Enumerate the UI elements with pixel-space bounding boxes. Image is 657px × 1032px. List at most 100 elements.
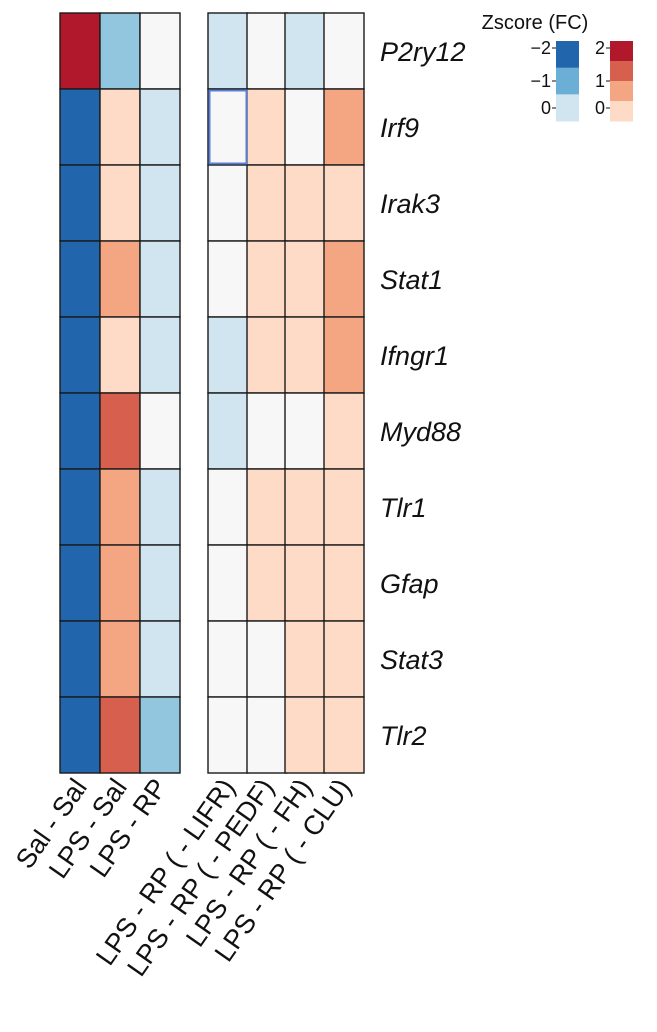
heatmap-cell	[99, 316, 141, 394]
heatmap-cell	[59, 240, 101, 318]
heatmap-cell	[139, 468, 181, 546]
heatmap-cell	[284, 544, 326, 622]
heatmap-cell	[246, 392, 288, 470]
legend-swatch	[610, 101, 633, 122]
heatmap-cell	[207, 544, 249, 622]
heatmap-cell	[139, 88, 181, 166]
heatmap-cell	[246, 696, 288, 774]
row-label: Tlr2	[380, 721, 427, 751]
legend-tick-label: −2	[530, 38, 551, 58]
heatmap-cell	[99, 468, 141, 546]
row-label: Stat3	[380, 645, 443, 675]
legend-swatch	[556, 41, 579, 69]
heatmap-cell	[284, 468, 326, 546]
legend-tick-label: 0	[541, 98, 551, 118]
heatmap-cell	[323, 620, 365, 698]
heatmap-cell	[207, 468, 249, 546]
heatmap-cell	[246, 240, 288, 318]
heatmap-cell	[139, 164, 181, 242]
row-label: P2ry12	[380, 37, 466, 67]
heatmap-cell	[99, 88, 141, 166]
heatmap-cells	[59, 12, 365, 774]
heatmap-cell	[99, 240, 141, 318]
heatmap-cell	[284, 696, 326, 774]
heatmap-cell	[246, 316, 288, 394]
row-labels: P2ry12 Irf9 Irak3 Stat1 Ifngr1 Myd88 Tlr1 Gfap S…	[380, 37, 466, 751]
legend-positive-scale: 2 1 0	[595, 38, 633, 122]
heatmap-cell	[59, 620, 101, 698]
heatmap-cell	[323, 468, 365, 546]
heatmap-cell	[323, 544, 365, 622]
row-label: Irf9	[380, 113, 419, 143]
heatmap-cell	[99, 392, 141, 470]
heatmap-cell	[139, 240, 181, 318]
heatmap-cell	[323, 164, 365, 242]
heatmap-cell	[139, 696, 181, 774]
heatmap-cell	[323, 240, 365, 318]
heatmap-cell	[246, 12, 288, 90]
color-legend: Zscore (FC) −2 −1 0 2 1 0	[482, 12, 633, 122]
heatmap-cell	[59, 88, 101, 166]
heatmap-cell	[99, 12, 141, 90]
heatmap-cell	[207, 620, 249, 698]
legend-tick-label: −1	[530, 71, 551, 91]
heatmap-cell	[99, 164, 141, 242]
heatmap-cell	[284, 12, 326, 90]
legend-tick-label: 0	[595, 98, 605, 118]
heatmap-cell	[207, 316, 249, 394]
heatmap-cell	[59, 12, 101, 90]
heatmap-cell	[246, 164, 288, 242]
heatmap-cell	[323, 696, 365, 774]
row-label: Stat1	[380, 265, 443, 295]
heatmap-cell	[99, 696, 141, 774]
heatmap-cell	[59, 468, 101, 546]
legend-tick-label: 1	[595, 71, 605, 91]
heatmap-cell	[246, 88, 288, 166]
heatmap-cell	[139, 544, 181, 622]
heatmap-cell	[59, 544, 101, 622]
legend-swatch	[610, 61, 633, 82]
legend-negative-scale: −2 −1 0	[530, 38, 579, 122]
highlighted-cell-outline	[208, 89, 248, 165]
heatmap-cell	[207, 88, 249, 166]
heatmap-cell	[323, 12, 365, 90]
heatmap-cell	[59, 316, 101, 394]
heatmap-cell	[284, 240, 326, 318]
heatmap-cell	[59, 164, 101, 242]
heatmap-cell	[59, 392, 101, 470]
heatmap-cell	[284, 316, 326, 394]
heatmap-cell	[246, 620, 288, 698]
heatmap-cell	[207, 12, 249, 90]
row-label: Ifngr1	[380, 341, 449, 371]
legend-swatch	[556, 67, 579, 95]
heatmap-cell	[323, 88, 365, 166]
heatmap-cell	[207, 696, 249, 774]
heatmap-cell	[284, 620, 326, 698]
heatmap-cell	[99, 544, 141, 622]
row-label: Tlr1	[380, 493, 427, 523]
legend-tick-label: 2	[595, 38, 605, 58]
heatmap-cell	[284, 392, 326, 470]
heatmap-cell	[207, 164, 249, 242]
heatmap-cell	[59, 696, 101, 774]
legend-title: Zscore (FC)	[482, 12, 589, 34]
heatmap-cell	[246, 468, 288, 546]
row-label: Irak3	[380, 189, 440, 219]
heatmap-cell	[99, 620, 141, 698]
heatmap-cell	[139, 316, 181, 394]
heatmap-cell	[323, 316, 365, 394]
heatmap-cell	[207, 240, 249, 318]
heatmap-cell	[284, 88, 326, 166]
row-label: Gfap	[380, 569, 439, 599]
heatmap-cell	[207, 392, 249, 470]
heatmap-cell	[139, 620, 181, 698]
legend-swatch	[610, 41, 633, 62]
heatmap-cell	[246, 544, 288, 622]
legend-swatch	[610, 81, 633, 102]
heatmap-cell	[139, 392, 181, 470]
heatmap-cell	[284, 164, 326, 242]
row-label: Myd88	[380, 417, 461, 447]
heatmap-cell	[139, 12, 181, 90]
